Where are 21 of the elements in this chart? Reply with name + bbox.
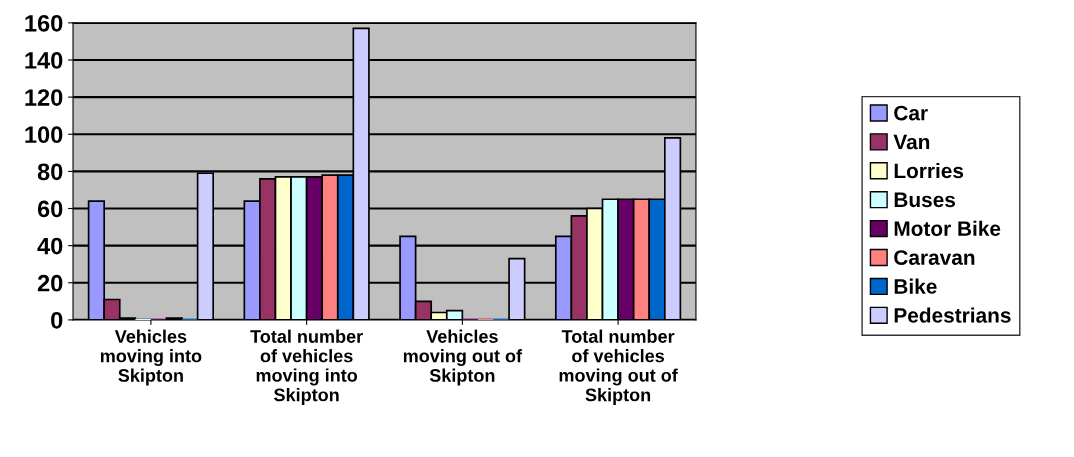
legend-label: Motor Bike [894,220,1001,237]
legend-label: Caravan [894,250,975,265]
y-tick-label: 60 [37,200,63,218]
legend-label: Bike [894,278,937,294]
legend-label: Pedestrians [894,307,1011,323]
y-tick-label: 20 [37,274,63,292]
y-tick-label: 120 [25,89,63,106]
legend-label: Buses [894,192,956,208]
y-tick-label: 100 [25,126,63,144]
y-tick-label: 40 [37,237,63,255]
y-tick-label: 80 [37,163,63,181]
legend-label: Van [893,134,930,150]
legend-label: Car [894,105,928,121]
y-tick-label: 140 [25,52,63,69]
x-tick-label: Total number of vehicles moving out of Skipton [559,329,678,405]
x-tick-label: Vehicles moving out of Skipton [403,329,523,386]
x-tick-label: Vehicles moving into Skipton [100,329,202,386]
x-tick-label: Total number of vehicles moving into Skipton [250,329,363,405]
legend-label: Lorries [894,162,964,179]
y-tick-label: 0 [51,311,63,329]
y-tick-label: 160 [25,14,63,32]
